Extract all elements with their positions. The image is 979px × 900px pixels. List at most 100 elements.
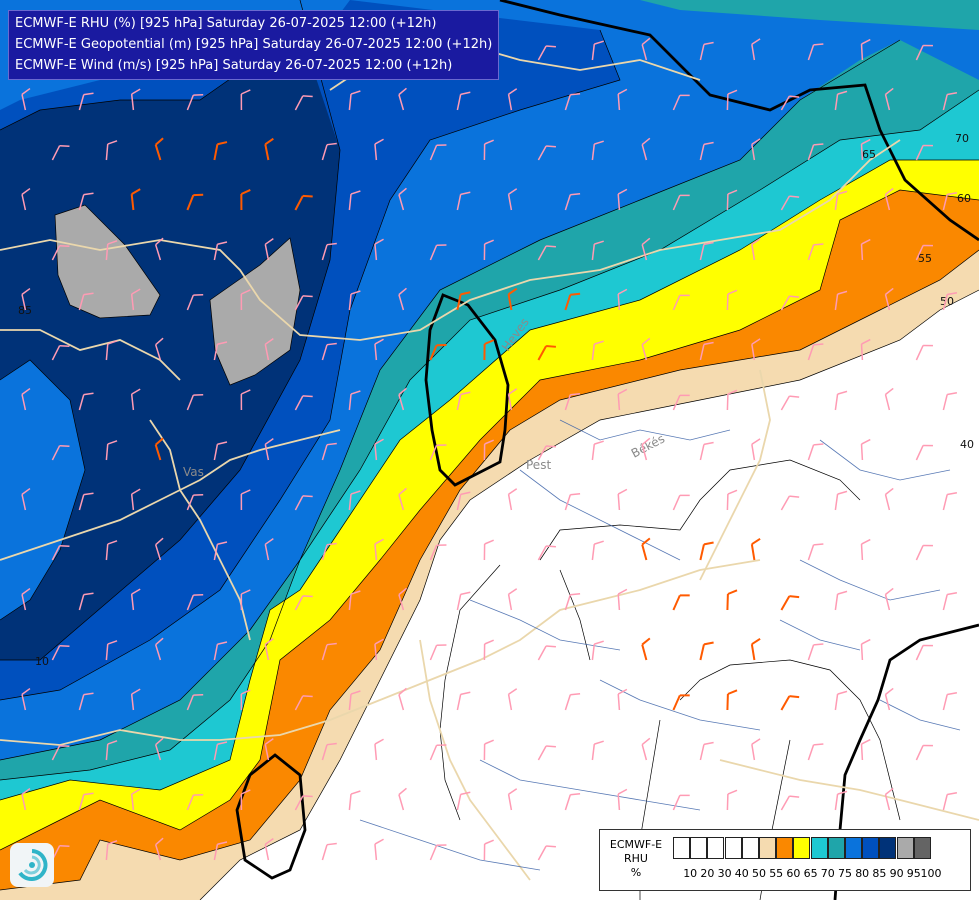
- wind-barb: [456, 291, 471, 311]
- wind-barb: [51, 144, 70, 161]
- wind-barb: [860, 538, 871, 561]
- wind-barb: [348, 690, 361, 711]
- wind-barb: [751, 438, 761, 461]
- wind-barb: [537, 745, 556, 761]
- wind-barb: [154, 737, 164, 761]
- legend-swatch: [845, 837, 862, 859]
- wind-barb: [751, 738, 761, 761]
- wind-barb: [374, 638, 384, 661]
- wind-barb: [807, 743, 824, 761]
- wind-barb: [942, 491, 958, 511]
- wind-barb: [672, 494, 690, 511]
- wind-barb: [807, 643, 824, 661]
- wind-barb: [321, 842, 337, 861]
- wind-barb: [617, 788, 628, 811]
- wind-barb: [807, 543, 824, 561]
- wind-barb: [294, 695, 313, 711]
- wind-barb: [105, 840, 118, 861]
- wind-barb: [672, 594, 690, 611]
- wind-barb: [213, 541, 228, 561]
- place-label-vas: Vas: [183, 465, 204, 479]
- wind-barb: [456, 691, 471, 711]
- wind-barb: [130, 288, 141, 311]
- wind-barb: [348, 790, 361, 811]
- wind-barb: [537, 45, 556, 61]
- wind-barb: [105, 240, 118, 261]
- wind-barb: [834, 90, 848, 111]
- legend-tick-label: 65: [803, 867, 818, 880]
- wind-barb: [617, 188, 628, 211]
- wind-barb: [398, 587, 407, 611]
- wind-barb: [641, 37, 651, 61]
- wind-barb: [456, 591, 471, 611]
- wind-barb: [915, 244, 933, 261]
- wind-barb: [780, 495, 800, 511]
- wind-barb: [429, 144, 447, 161]
- legend-tick-label: 100: [920, 867, 942, 880]
- legend-tick-label: 60: [786, 867, 801, 880]
- wind-barb: [726, 589, 738, 611]
- wind-barb: [915, 744, 933, 761]
- wind-barb: [807, 143, 824, 161]
- wind-barb: [672, 394, 690, 411]
- legend-swatch: [724, 837, 742, 859]
- wind-barb: [321, 142, 337, 161]
- wind-barb: [154, 837, 164, 861]
- wind-barb: [699, 241, 714, 261]
- wind-barb: [834, 190, 848, 211]
- wind-barb: [21, 187, 31, 211]
- wind-barb: [105, 740, 118, 761]
- wind-barb: [213, 441, 228, 461]
- wind-barb: [699, 741, 714, 761]
- wind-barb: [884, 687, 894, 711]
- wind-barb: [130, 88, 141, 111]
- place-label-pest: Pest: [526, 458, 551, 472]
- wind-barb: [834, 490, 848, 511]
- contour-label-55: 55: [918, 252, 932, 265]
- legend-tick-label: 80: [855, 867, 870, 880]
- wind-barb: [591, 340, 604, 361]
- wind-barb: [617, 88, 628, 111]
- wind-barb: [860, 238, 871, 261]
- wind-barb: [483, 639, 494, 661]
- wind-barb: [507, 588, 518, 611]
- wind-barb: [726, 389, 738, 411]
- wind-barb: [884, 387, 894, 411]
- wind-barb: [105, 140, 118, 161]
- wind-barb: [507, 788, 518, 811]
- wind-barb: [240, 289, 251, 311]
- wind-barb: [429, 444, 447, 461]
- wind-barb: [456, 791, 471, 811]
- wind-barb: [213, 241, 228, 261]
- wind-barb: [884, 287, 894, 311]
- wind-barb: [617, 488, 628, 511]
- legend-swatch: [741, 837, 759, 859]
- wind-barb: [750, 637, 761, 661]
- legend-tick-label: 70: [820, 867, 835, 880]
- wind-barb: [21, 687, 31, 711]
- wind-barb: [751, 338, 761, 361]
- header-line-wind: ECMWF-E Wind (m/s) [925 hPa] Saturday 26…: [15, 58, 453, 73]
- wind-barb: [860, 338, 871, 361]
- wind-barb: [483, 239, 494, 261]
- wind-barb: [942, 91, 958, 111]
- wind-barb: [780, 795, 800, 811]
- wind-barb: [780, 95, 800, 111]
- wind-barb: [834, 390, 848, 411]
- contour-label-50: 50: [940, 295, 954, 308]
- wind-barb: [154, 637, 164, 661]
- wind-barb: [507, 188, 518, 211]
- legend-title-variable: RHU: [624, 852, 648, 865]
- wind-barb: [591, 240, 604, 261]
- wind-barb: [507, 287, 518, 311]
- wind-barb: [699, 341, 714, 361]
- wind-barb: [429, 544, 447, 561]
- wind-barb: [641, 537, 651, 561]
- legend-tick-label: 30: [717, 867, 732, 880]
- wind-barb: [348, 390, 361, 411]
- wind-barb: [564, 92, 581, 111]
- wind-barb: [672, 694, 690, 711]
- wind-barb: [348, 490, 361, 511]
- wind-barb: [915, 144, 933, 161]
